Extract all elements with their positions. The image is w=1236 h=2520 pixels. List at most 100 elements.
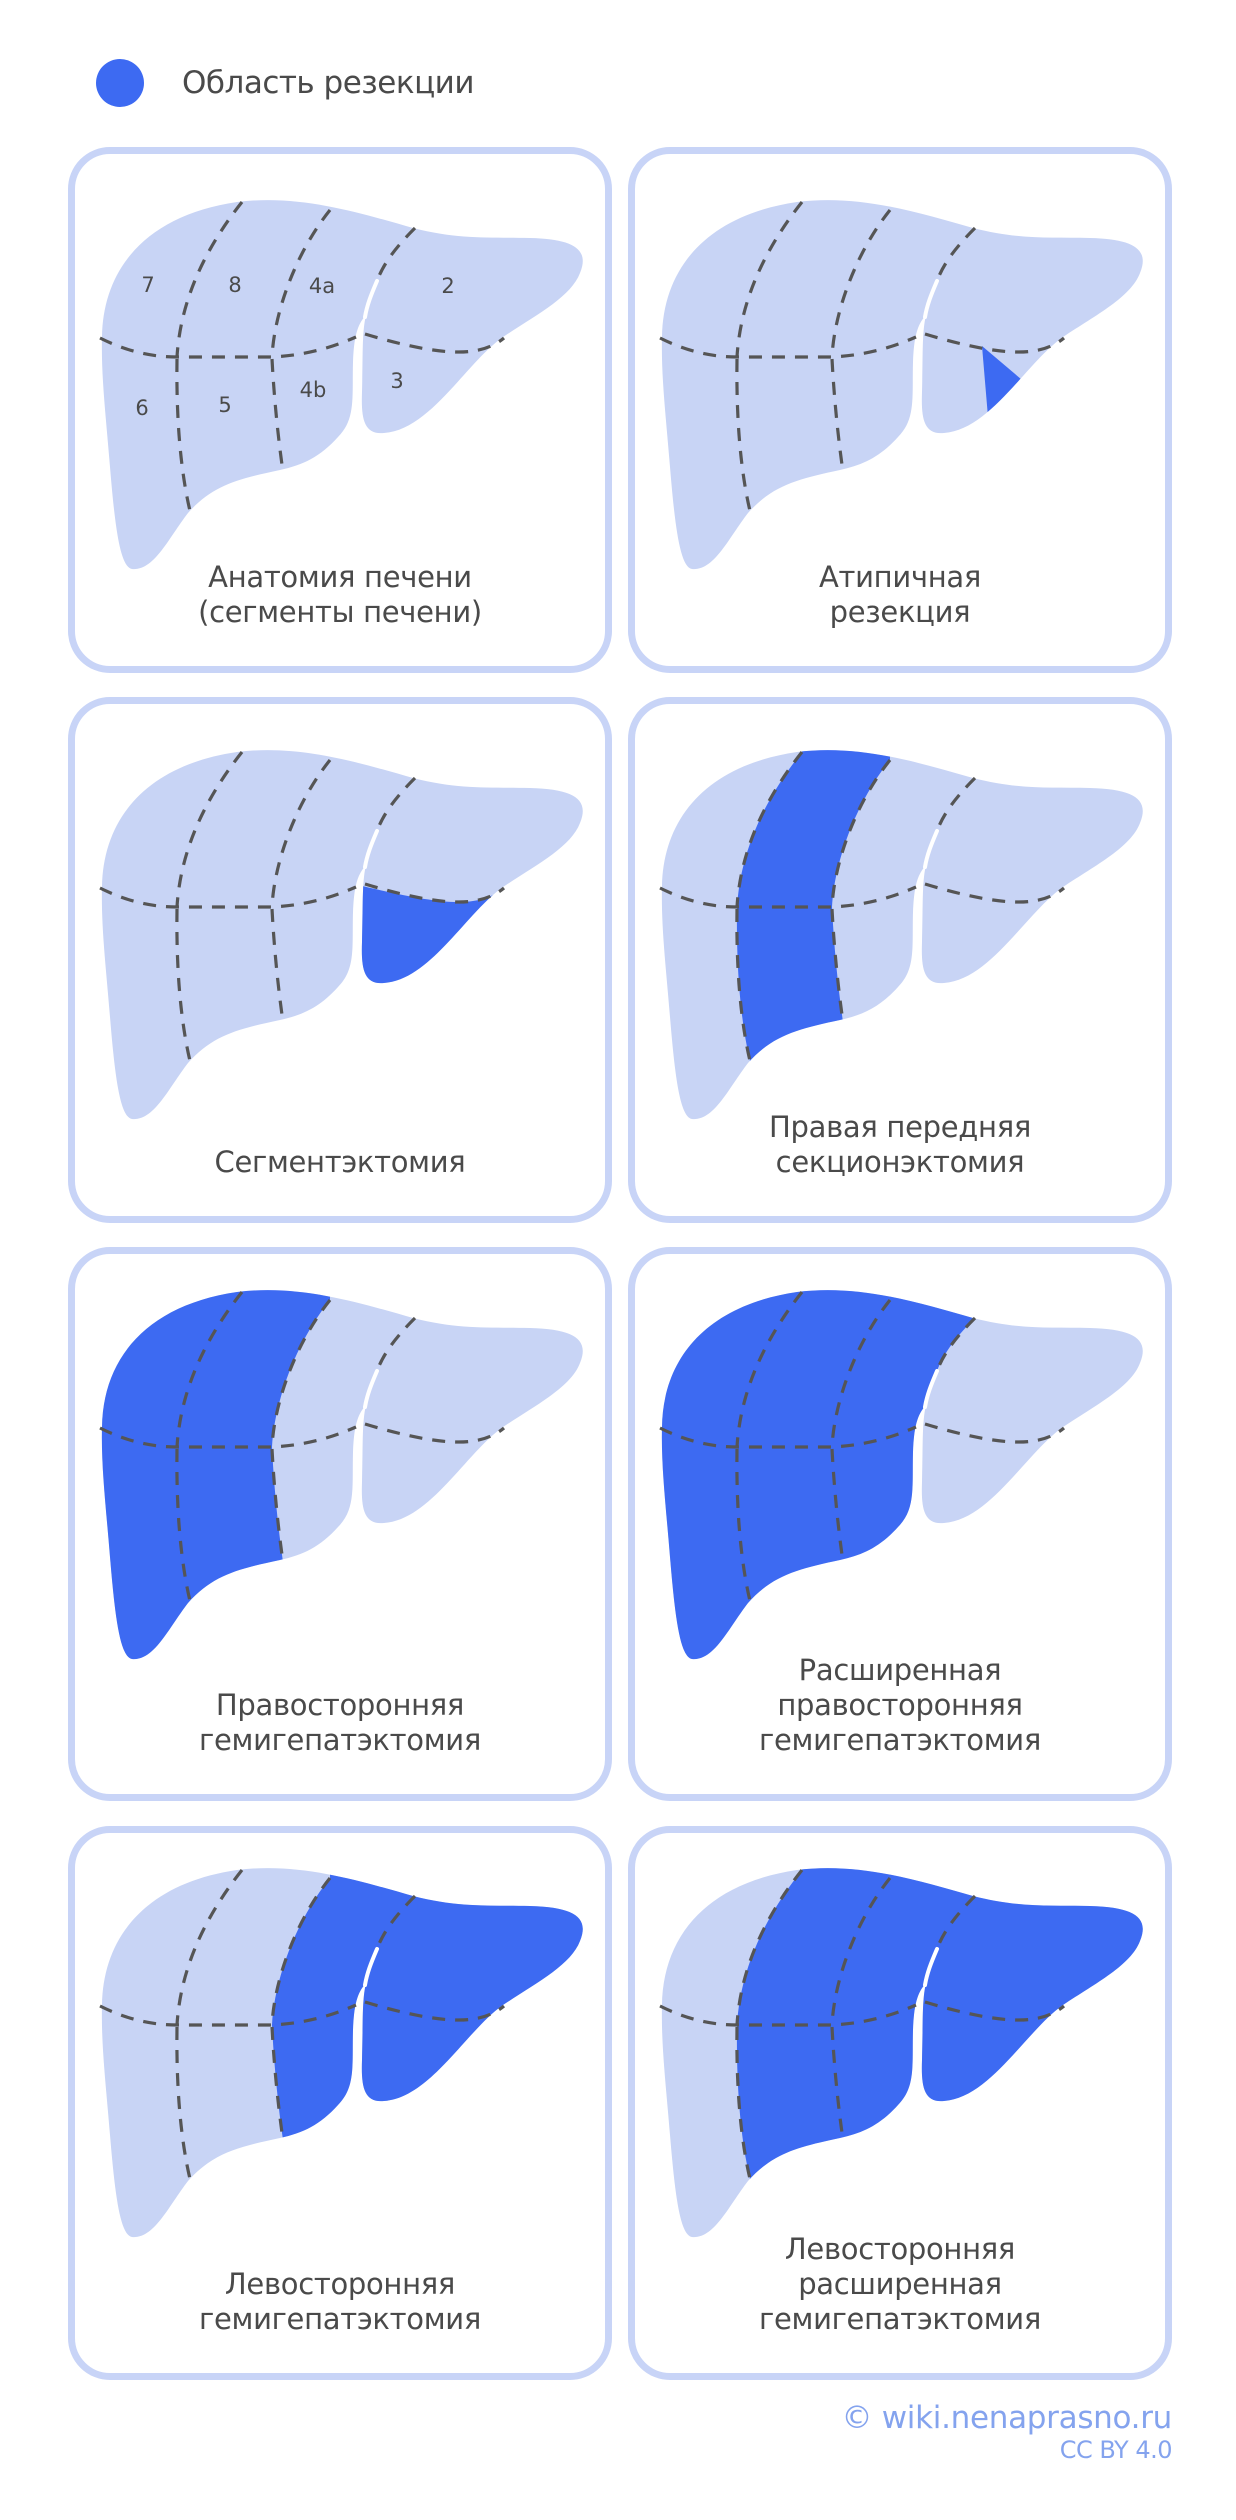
caption: Атипичная резекция bbox=[819, 560, 981, 629]
copyright-link[interactable]: © wiki.nenaprasno.ru bbox=[841, 2400, 1173, 2436]
segment-boundary-line bbox=[735, 358, 752, 512]
segment-boundary-line bbox=[830, 209, 892, 358]
falciform-fissure bbox=[923, 1947, 939, 1987]
segment-boundary-line bbox=[375, 1316, 417, 1372]
segment-boundary-line bbox=[270, 908, 285, 1023]
liver-diagram bbox=[99, 1868, 583, 2238]
segment-boundary-line bbox=[270, 209, 332, 358]
liver-diagram bbox=[659, 1290, 1143, 1660]
segment-label: 7 bbox=[141, 273, 154, 297]
segment-boundary-line bbox=[659, 885, 917, 909]
segment-boundary-line bbox=[659, 335, 917, 359]
segment-boundary-line bbox=[659, 1425, 917, 1449]
falciform-fissure bbox=[363, 1947, 379, 1987]
segment-label: 4a bbox=[309, 274, 335, 298]
liver-shape bbox=[661, 200, 1143, 570]
segment-boundary-line bbox=[735, 751, 804, 908]
segment-boundary-line bbox=[375, 1894, 417, 1950]
segment-boundary-line bbox=[830, 759, 892, 908]
segment-label: 8 bbox=[228, 273, 241, 297]
falciform-fissure bbox=[363, 1369, 379, 1409]
segment-boundary-line bbox=[175, 1869, 244, 2026]
segment-boundary-line bbox=[270, 1299, 332, 1448]
segment-boundary-line bbox=[175, 1448, 192, 1602]
segment-boundary-line bbox=[830, 2026, 845, 2141]
card-extended-left-hemihepatectomy: Левосторонняя расширенная гемигепатэктом… bbox=[628, 1826, 1172, 2380]
caption: Левосторонняя гемигепатэктомия bbox=[199, 2267, 481, 2336]
card-left-hemihepatectomy: Левосторонняя гемигепатэктомия bbox=[68, 1826, 612, 2380]
license-label: CC BY 4.0 bbox=[1059, 2436, 1173, 2464]
segment-boundary-line bbox=[99, 335, 357, 359]
falciform-fissure bbox=[923, 1369, 939, 1409]
segment-boundary-line bbox=[270, 1448, 285, 1563]
falciform-fissure bbox=[363, 279, 379, 319]
liver-diagram bbox=[99, 750, 583, 1120]
segment-boundary-line bbox=[659, 2003, 917, 2027]
liver-shape bbox=[101, 200, 583, 570]
footer-credit: © wiki.nenaprasno.ru CC BY 4.0 bbox=[842, 2400, 1173, 2464]
segment-boundary-line bbox=[270, 358, 285, 473]
segment-boundary-line bbox=[735, 1291, 804, 1448]
caption: Сегментэктомия bbox=[214, 1145, 466, 1179]
caption: Правосторонняя гемигепатэктомия bbox=[199, 1688, 481, 1757]
segment-boundary-line bbox=[364, 2000, 506, 2022]
segment-boundary-line bbox=[830, 1877, 892, 2026]
segment-boundary-line bbox=[364, 882, 506, 904]
segment-boundary-line bbox=[924, 882, 1066, 904]
segment-label: 2 bbox=[441, 274, 454, 298]
segment-boundary-line bbox=[99, 2003, 357, 2027]
segment-boundary-line bbox=[924, 1422, 1066, 1444]
liver-diagram bbox=[99, 1290, 583, 1660]
segment-boundary-line bbox=[924, 332, 1066, 354]
segment-boundary-line bbox=[99, 1425, 357, 1449]
caption: Анатомия печени (сегменты печени) bbox=[198, 560, 482, 629]
segment-boundary-line bbox=[735, 201, 804, 358]
segment-label: 6 bbox=[135, 396, 148, 420]
falciform-fissure bbox=[923, 829, 939, 869]
segment-boundary-line bbox=[270, 759, 332, 908]
segment-boundary-line bbox=[935, 226, 977, 282]
segment-boundary-line bbox=[175, 751, 244, 908]
segment-boundary-line bbox=[935, 1316, 977, 1372]
card-atypical-resection: Атипичная резекция bbox=[628, 147, 1172, 673]
segment-boundary-line bbox=[935, 776, 977, 832]
segment-boundary-line bbox=[830, 1299, 892, 1448]
legend-label: Область резекции bbox=[182, 65, 474, 101]
segment-boundary-line bbox=[175, 358, 192, 512]
liver-shape bbox=[101, 750, 583, 1120]
card-extended-right-hemihepatectomy: Расширенная правосторонняя гемигепатэкто… bbox=[628, 1247, 1172, 1801]
resection-area bbox=[272, 1868, 583, 2238]
segment-boundary-line bbox=[364, 332, 506, 354]
segment-boundary-line bbox=[830, 358, 845, 473]
resection-dot-icon bbox=[96, 59, 144, 107]
liver-diagram bbox=[659, 1868, 1143, 2238]
caption: Левосторонняя расширенная гемигепатэктом… bbox=[759, 2232, 1041, 2336]
segment-boundary-line bbox=[735, 2026, 752, 2180]
liver-diagram bbox=[659, 200, 1143, 570]
resection-area bbox=[982, 346, 1028, 417]
segment-boundary-line bbox=[375, 226, 417, 282]
liver-diagram: 7 8 4a 2 6 5 4b 3 bbox=[99, 200, 583, 570]
legend: Область резекции bbox=[96, 58, 474, 108]
caption: Расширенная правосторонняя гемигепатэкто… bbox=[759, 1653, 1041, 1757]
resection-area bbox=[358, 885, 583, 1120]
segment-boundary-line bbox=[175, 201, 244, 358]
segment-boundary-line bbox=[175, 908, 192, 1062]
segment-boundary-line bbox=[270, 1877, 332, 2026]
card-segmentectomy: Сегментэктомия bbox=[68, 697, 612, 1223]
card-anatomy: 7 8 4a 2 6 5 4b 3 Анатомия печени (сегменты печ… bbox=[68, 147, 612, 673]
segment-boundary-line bbox=[375, 776, 417, 832]
segment-boundary-line bbox=[735, 908, 752, 1062]
segment-boundary-line bbox=[735, 1869, 804, 2026]
segment-boundary-line bbox=[830, 1448, 845, 1563]
segment-boundary-line bbox=[935, 1894, 977, 1950]
segment-boundary-line bbox=[924, 2000, 1066, 2022]
segment-boundary-line bbox=[175, 2026, 192, 2180]
segment-boundary-line bbox=[99, 885, 357, 909]
segment-boundary-line bbox=[364, 1422, 506, 1444]
card-right-hemihepatectomy: Правосторонняя гемигепатэктомия bbox=[68, 1247, 612, 1801]
segment-boundary-line bbox=[270, 2026, 285, 2141]
liver-shape bbox=[661, 750, 1143, 1120]
card-right-anterior-sectionectomy: Правая передняя секционэктомия bbox=[628, 697, 1172, 1223]
segment-label: 4b bbox=[300, 378, 327, 402]
